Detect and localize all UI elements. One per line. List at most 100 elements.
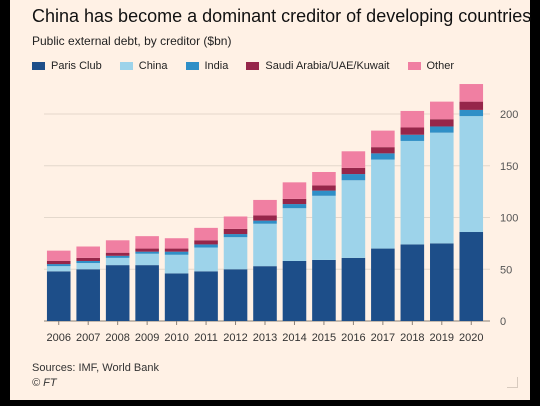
y-tick-label: 200 — [500, 109, 518, 121]
bar-segment-india-2014 — [282, 204, 307, 209]
bar-segment-saudi-arabia-uae-kuwait-2006 — [46, 260, 71, 265]
bar-segment-china-2010 — [164, 254, 189, 274]
bar-segment-india-2019 — [430, 126, 454, 133]
bar-segment-india-2012 — [223, 234, 248, 238]
x-tick-label: 2013 — [253, 332, 277, 344]
copyright-note: © FT — [32, 377, 57, 389]
bar-segment-india-2007 — [76, 260, 100, 264]
x-tick-label: 2019 — [430, 332, 454, 344]
bar-segment-paris-club-2018 — [400, 244, 425, 321]
x-tick-label: 2020 — [459, 332, 483, 344]
bar-segment-saudi-arabia-uae-kuwait-2007 — [76, 257, 100, 261]
legend-swatch-china — [119, 62, 133, 70]
bar-segment-india-2006 — [46, 264, 71, 267]
bar-segment-other-2015 — [312, 171, 336, 186]
y-tick-label: 150 — [500, 161, 518, 173]
legend-item-paris-club: Paris Club — [32, 60, 102, 72]
resize-handle — [507, 377, 518, 388]
chart-subtitle: Public external debt, by creditor ($bn) — [32, 34, 232, 48]
bar-segment-paris-club-2015 — [312, 259, 336, 321]
legend-item-india: India — [185, 60, 229, 72]
bar-segment-other-2017 — [371, 130, 395, 148]
stacked-bar-chart: 0 50 100 150 200 2006 2007 2008 2009 2010 2011 2012… — [44, 84, 518, 344]
bar-segment-paris-club-2006 — [46, 271, 71, 321]
bar-segment-paris-club-2017 — [371, 248, 395, 321]
bar-segment-india-2016 — [341, 174, 366, 181]
bar-segment-other-2009 — [135, 236, 159, 249]
bar-segment-other-2007 — [76, 246, 100, 258]
y-tick-label: 50 — [500, 264, 512, 276]
bar-segment-saudi-arabia-uae-kuwait-2019 — [430, 119, 454, 127]
bar-segment-china-2006 — [46, 266, 71, 272]
bar-segment-paris-club-2007 — [76, 269, 100, 321]
bar-segment-saudi-arabia-uae-kuwait-2020 — [459, 101, 484, 110]
x-tick-label: 2011 — [194, 332, 218, 344]
bar-segment-paris-club-2008 — [105, 265, 130, 321]
chart-legend: Paris Club China India Saudi Arabia/UAE/… — [32, 58, 472, 74]
bar-segment-paris-club-2012 — [223, 269, 248, 321]
y-tick-label: 0 — [500, 316, 506, 328]
bar-segment-india-2011 — [194, 244, 218, 248]
bar-segment-paris-club-2019 — [430, 243, 454, 321]
x-tick-label: 2016 — [341, 332, 365, 344]
bar-segment-china-2020 — [459, 116, 484, 233]
legend-swatch-india — [185, 62, 199, 70]
legend-swatch-other — [407, 62, 421, 70]
bar-segment-paris-club-2010 — [164, 273, 189, 321]
legend-swatch-paris-club — [32, 62, 45, 70]
x-tick-label: 2009 — [135, 332, 159, 344]
bar-segment-paris-club-2014 — [282, 260, 307, 321]
bar-segment-other-2016 — [341, 151, 366, 168]
legend-label-other: Other — [426, 60, 455, 72]
bar-segment-saudi-arabia-uae-kuwait-2018 — [400, 127, 425, 135]
bar-segment-india-2009 — [135, 251, 159, 254]
bar-segment-paris-club-2011 — [194, 271, 218, 321]
bar-segment-india-2015 — [312, 190, 336, 196]
bar-segment-saudi-arabia-uae-kuwait-2017 — [371, 147, 395, 154]
bar-segment-saudi-arabia-uae-kuwait-2009 — [135, 248, 159, 252]
bar-segment-saudi-arabia-uae-kuwait-2011 — [194, 240, 218, 245]
bar-segment-saudi-arabia-uae-kuwait-2016 — [341, 167, 366, 175]
chart-card: China has become a dominant creditor of … — [10, 0, 532, 400]
legend-swatch-gulf — [246, 62, 260, 70]
bar-segment-other-2019 — [430, 101, 454, 120]
x-tick-label: 2006 — [46, 332, 70, 344]
bar-segment-paris-club-2020 — [459, 232, 484, 321]
bar-segment-paris-club-2009 — [135, 265, 159, 321]
bar-segment-other-2013 — [253, 199, 277, 216]
bar-segment-saudi-arabia-uae-kuwait-2014 — [282, 198, 307, 205]
x-tick-label: 2010 — [164, 332, 188, 344]
bar-segment-china-2007 — [76, 263, 100, 270]
bar-segment-india-2008 — [105, 255, 130, 258]
bar-segment-china-2012 — [223, 237, 248, 270]
bar-segment-other-2018 — [400, 110, 425, 128]
x-tick-label: 2007 — [76, 332, 100, 344]
x-tick-label: 2015 — [312, 332, 336, 344]
bar-segment-china-2019 — [430, 132, 454, 244]
bar-segment-saudi-arabia-uae-kuwait-2012 — [223, 228, 248, 235]
bar-segment-other-2011 — [194, 227, 218, 241]
bar-segment-india-2018 — [400, 134, 425, 141]
bar-segment-other-2010 — [164, 238, 189, 249]
bar-segment-china-2015 — [312, 195, 336, 260]
chart-title: China has become a dominant creditor of … — [32, 6, 532, 26]
bar-segment-india-2017 — [371, 153, 395, 160]
bar-segment-china-2014 — [282, 208, 307, 261]
source-note: Sources: IMF, World Bank — [32, 362, 159, 374]
bar-segment-china-2013 — [253, 223, 277, 267]
legend-label-gulf: Saudi Arabia/UAE/Kuwait — [265, 60, 390, 72]
bar-segment-saudi-arabia-uae-kuwait-2013 — [253, 215, 277, 221]
bar-segment-other-2020 — [459, 84, 484, 102]
bar-segment-china-2011 — [194, 247, 218, 272]
bar-segment-other-2014 — [282, 182, 307, 199]
legend-item-other: Other — [407, 60, 455, 72]
bar-segment-paris-club-2013 — [253, 266, 277, 321]
bar-segment-india-2013 — [253, 220, 277, 224]
legend-label-india: India — [204, 60, 229, 72]
x-tick-label: 2012 — [223, 332, 247, 344]
bar-segment-paris-club-2016 — [341, 257, 366, 321]
bar-segment-other-2006 — [46, 250, 71, 261]
x-tick-label: 2008 — [105, 332, 129, 344]
bar-segment-china-2018 — [400, 140, 425, 245]
bar-segment-china-2017 — [371, 159, 395, 249]
